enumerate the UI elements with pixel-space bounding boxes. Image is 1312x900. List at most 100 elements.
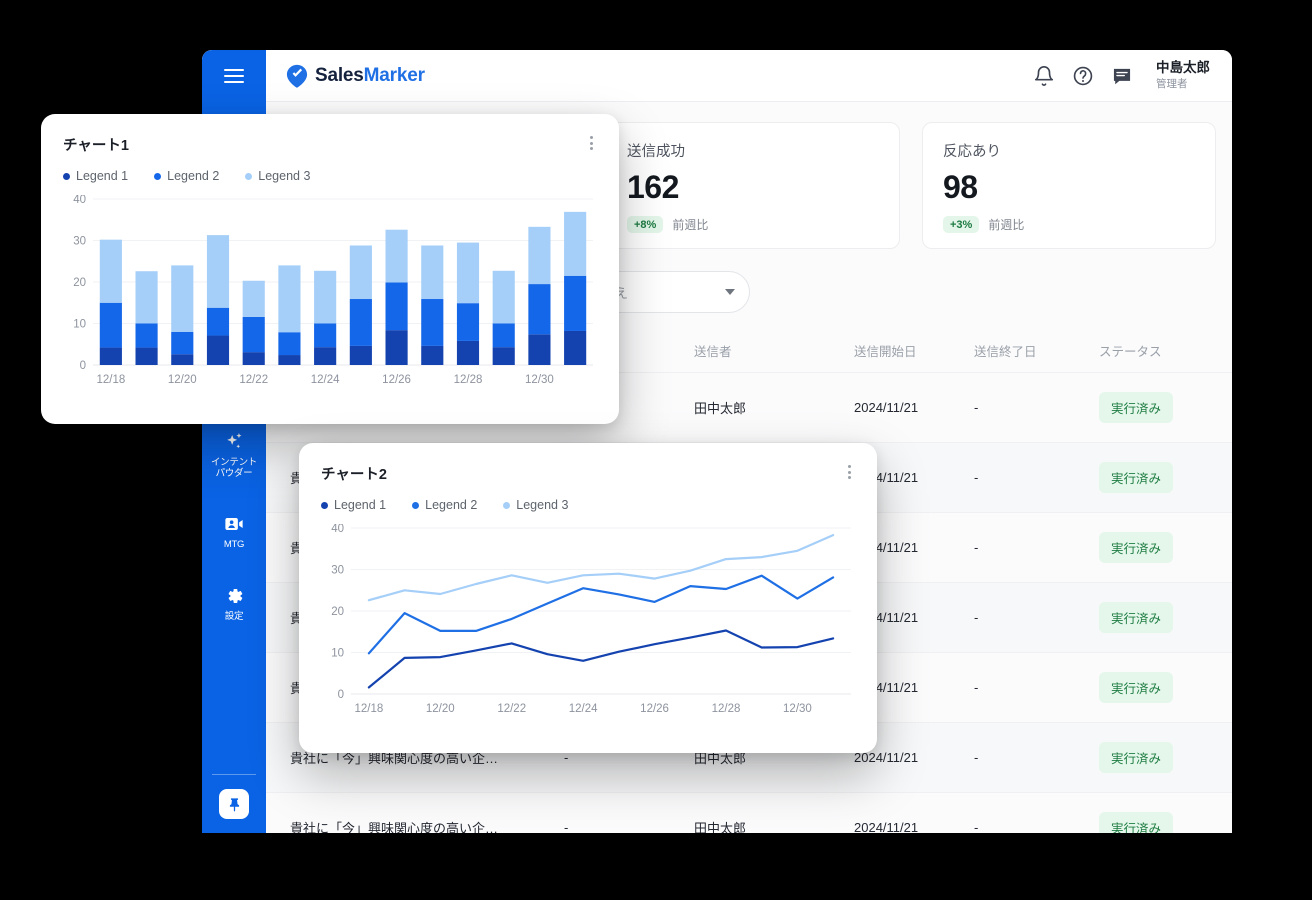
menu-toggle-button[interactable] — [202, 50, 266, 102]
brand-name-part2: Marker — [363, 64, 425, 86]
bar-segment — [564, 211, 587, 276]
bar-segment — [528, 334, 551, 365]
cell-start-date: 2024/11/21 — [846, 722, 966, 793]
x-axis-tick: 12/22 — [239, 374, 268, 386]
legend-color-dot — [503, 501, 511, 509]
bar-segment — [385, 282, 408, 331]
legend-item[interactable]: Legend 3 — [503, 498, 568, 512]
x-axis-tick: 12/30 — [525, 374, 554, 386]
legend-label: Legend 3 — [516, 498, 569, 512]
header-actions: 中島太郎 管理者 — [1033, 60, 1232, 91]
sidebar-item-intent-powder[interactable]: インテント パウダー — [202, 422, 266, 488]
x-axis-tick: 12/18 — [354, 703, 383, 715]
bar-segment — [278, 355, 301, 365]
bar-segment — [99, 239, 122, 303]
cell-end-date: - — [966, 512, 1091, 583]
bar-segment — [421, 245, 444, 300]
status-badge: 実行済み — [1099, 742, 1174, 773]
legend-color-dot — [245, 172, 253, 180]
status-badge: 実行済み — [1099, 812, 1174, 833]
bar-segment — [564, 330, 587, 365]
chat-icon[interactable] — [1111, 65, 1133, 87]
chart1-more-options-button[interactable] — [586, 134, 597, 152]
y-axis-tick: 30 — [331, 565, 344, 577]
legend-item[interactable]: Legend 2 — [412, 498, 477, 512]
legend-item[interactable]: Legend 3 — [245, 169, 310, 183]
bar-segment — [135, 271, 158, 324]
bar-segment — [385, 330, 408, 365]
bar-segment — [456, 340, 480, 365]
brand-logo-group[interactable]: SalesMarker — [286, 64, 425, 88]
chart1-panel: チャート1 Legend 1 Legend 2 Legend 3 0 10 20 30… — [41, 114, 619, 424]
user-role: 管理者 — [1156, 77, 1188, 90]
bar-segment — [421, 345, 444, 365]
cell-start-date: 2024/11/21 — [846, 372, 966, 443]
bar-segment — [314, 347, 337, 365]
bar-segment — [206, 235, 230, 308]
legend-item[interactable]: Legend 1 — [321, 498, 386, 512]
cell-status: 実行済み — [1091, 792, 1232, 833]
chart2-more-options-button[interactable] — [844, 463, 855, 481]
column-header-status[interactable]: ステータス — [1091, 331, 1232, 373]
chart2-legend: Legend 1 Legend 2 Legend 3 — [321, 498, 855, 512]
legend-label: Legend 3 — [258, 169, 311, 183]
legend-item[interactable]: Legend 2 — [154, 169, 219, 183]
stat-card-delta: +8% — [627, 216, 664, 233]
brand-name-part1: Sales — [315, 64, 364, 86]
y-axis-tick: 10 — [331, 648, 344, 660]
stat-card-sent-success: 送信成功 162 +8% 前週比 — [606, 122, 900, 249]
bar-segment — [206, 335, 230, 365]
stat-card-responses: 反応あり 98 +3% 前週比 — [922, 122, 1216, 249]
cell-start-date: 2024/11/21 — [846, 792, 966, 833]
cell-end-date: - — [966, 652, 1091, 723]
stat-card-title: 送信成功 — [627, 144, 685, 160]
bar-segment — [242, 316, 265, 353]
cell-end-date: - — [966, 792, 1091, 833]
sidebar-item-settings[interactable]: 設定 — [202, 576, 266, 631]
cell-sender: 田中太郎 — [686, 372, 846, 443]
stat-card-title: 反応あり — [943, 144, 1001, 160]
cell-status: 実行済み — [1091, 652, 1232, 723]
table-row[interactable]: 貴社に「今」興味関心度の高い企… - 田中太郎 2024/11/21 - 実行済… — [266, 372, 1232, 443]
cell-status: 実行済み — [1091, 582, 1232, 653]
sidebar-item-mtg[interactable]: MTG — [202, 504, 266, 559]
bar-segment — [492, 323, 515, 348]
x-axis-tick: 12/20 — [426, 703, 455, 715]
pin-icon — [229, 797, 239, 812]
legend-label: Legend 2 — [167, 169, 220, 183]
column-header-sender[interactable]: 送信者 — [686, 331, 846, 373]
chevron-down-icon — [725, 289, 735, 295]
hamburger-icon — [224, 68, 244, 83]
status-badge: 実行済み — [1099, 462, 1174, 493]
table-row[interactable]: 貴社に「今」興味関心度の高い企… - 田中太郎 2024/11/21 - 実行済… — [266, 792, 1232, 833]
help-icon[interactable] — [1072, 65, 1094, 87]
bar-segment — [314, 323, 337, 348]
legend-label: Legend 1 — [76, 169, 129, 183]
cell-status: 実行済み — [1091, 512, 1232, 583]
column-header-end-date[interactable]: 送信終了日 — [966, 331, 1091, 373]
status-badge: 実行済み — [1099, 602, 1174, 633]
bar-segment — [492, 347, 515, 365]
x-axis-tick: 12/26 — [382, 374, 411, 386]
x-axis-tick: 12/20 — [168, 374, 197, 386]
legend-item[interactable]: Legend 1 — [63, 169, 128, 183]
legend-color-dot — [154, 172, 162, 180]
bar-segment — [349, 299, 372, 346]
cell-list: - — [556, 792, 686, 833]
stat-card-value: 98 — [943, 169, 978, 205]
pin-sidebar-button[interactable] — [219, 789, 249, 819]
bar-segment — [99, 347, 122, 365]
video-person-icon — [225, 518, 243, 531]
bell-icon[interactable] — [1033, 65, 1055, 87]
column-header-start-date[interactable]: 送信開始日 — [846, 331, 966, 373]
sidebar-item-label: MTG — [223, 539, 245, 551]
gear-icon — [228, 588, 243, 603]
cell-end-date: - — [966, 722, 1091, 793]
x-axis-tick: 12/24 — [311, 374, 340, 386]
stat-card-delta-label: 前週比 — [672, 218, 709, 232]
bar-segment — [421, 299, 444, 346]
chart1-plot: 0 10 20 30 40 12/18 12/20 12/22 12/24 12/26 12/28 1… — [63, 195, 597, 391]
y-axis-tick: 40 — [73, 195, 86, 206]
user-profile[interactable]: 中島太郎 管理者 — [1156, 60, 1210, 91]
